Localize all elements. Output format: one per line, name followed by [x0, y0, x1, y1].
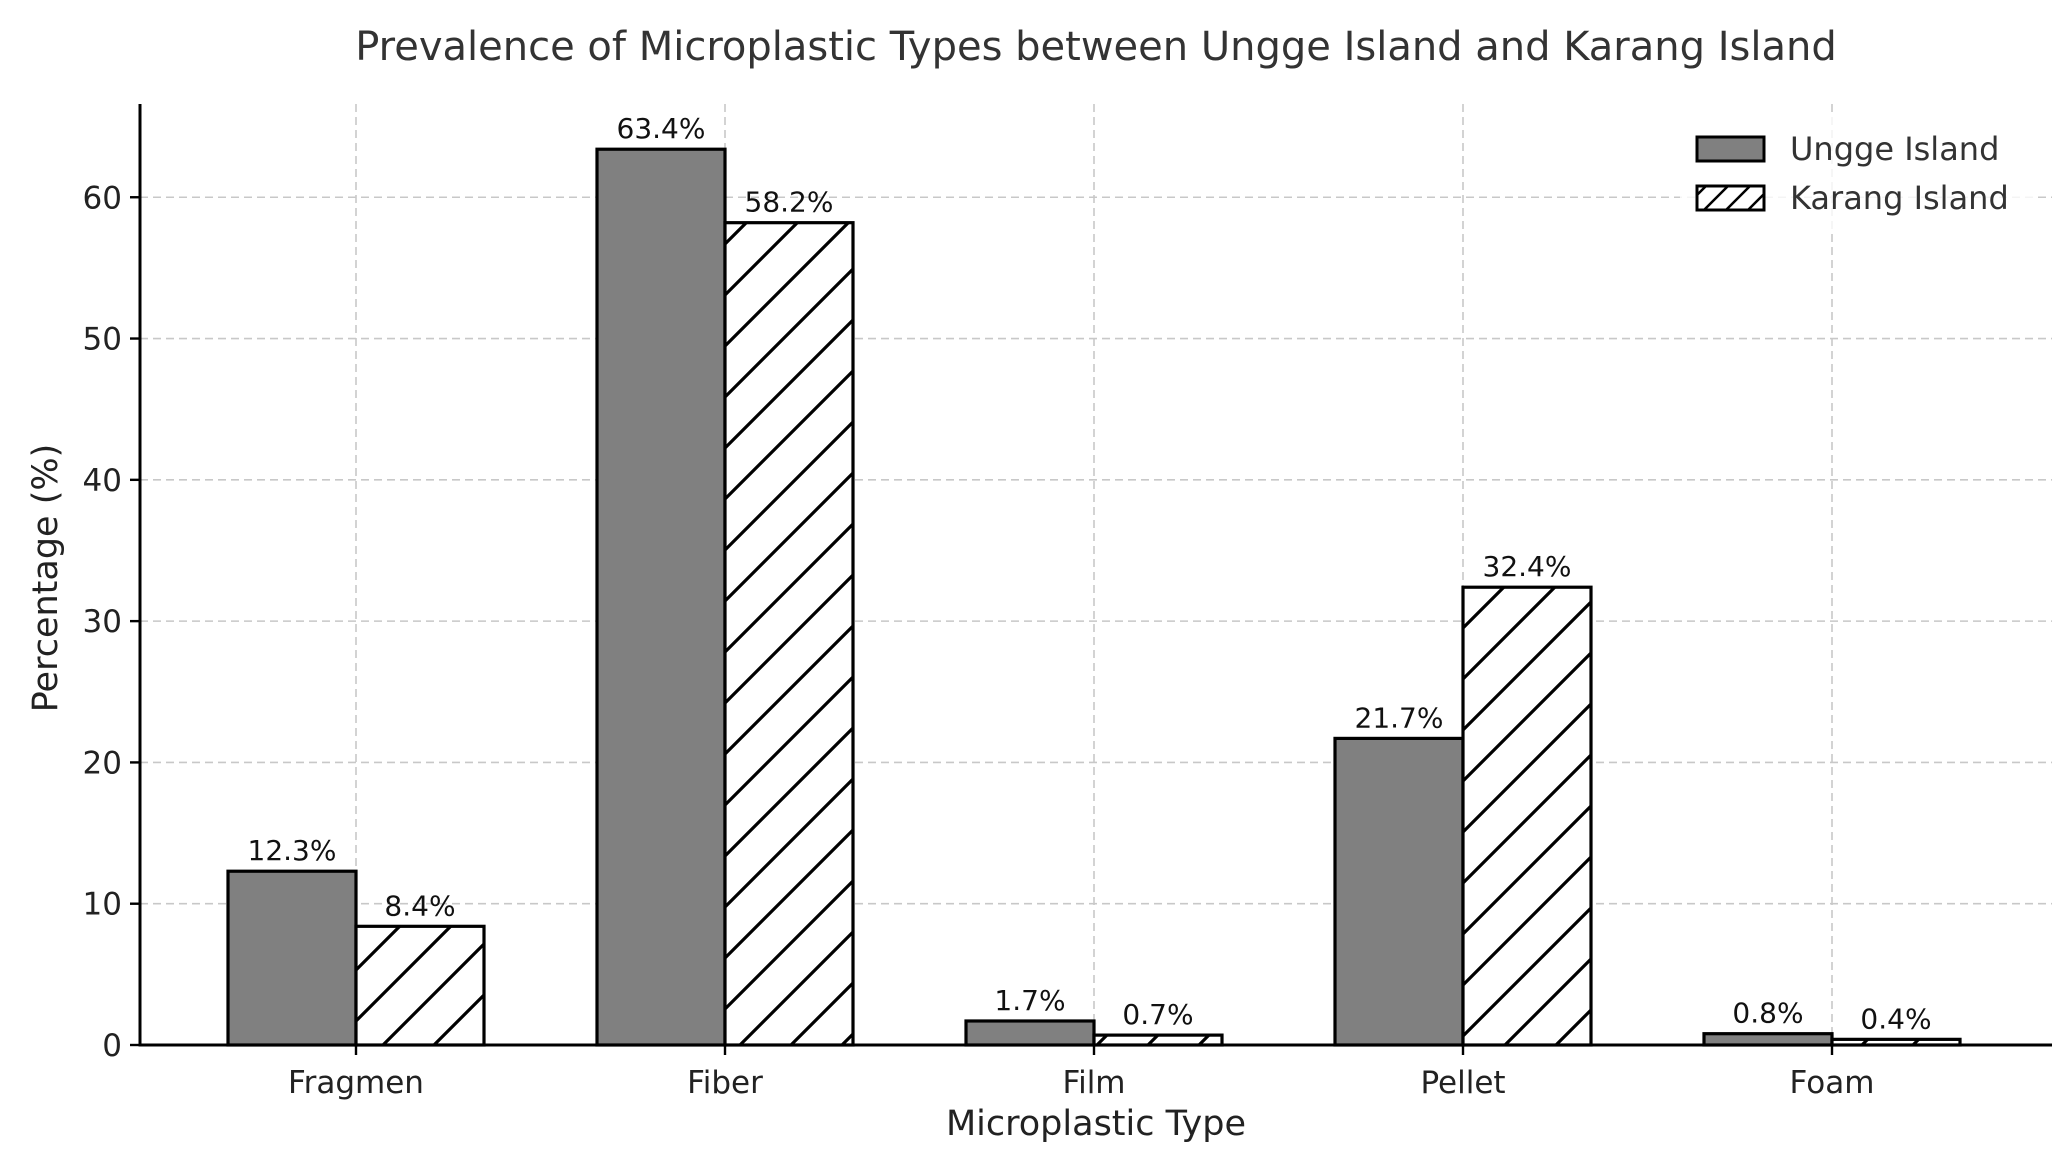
data-label: 0.4%: [1860, 1002, 1931, 1035]
y-tick-label: 0: [102, 1028, 122, 1064]
bar-karang-fiber: [723, 221, 855, 1047]
y-tick-label: 30: [83, 604, 122, 640]
bars: [226, 147, 1962, 1047]
data-label: 12.3%: [248, 834, 337, 867]
data-label: 21.7%: [1355, 701, 1444, 734]
axes: 0 10 20 30 40 50 60 Fragmen Fiber Film Pellet Foam: [83, 104, 2052, 1101]
data-label: 0.7%: [1122, 998, 1193, 1031]
data-labels: 12.3% 63.4% 1.7% 21.7% 0.8% 8.4% 58.2% 0.7% 32.4…: [248, 112, 1932, 1035]
y-axis-label: Percentage (%): [26, 444, 66, 713]
data-label: 58.2%: [745, 186, 834, 219]
x-tick-label: Fiber: [687, 1065, 763, 1101]
y-tick-label: 40: [83, 463, 122, 499]
y-tick-label: 10: [83, 887, 122, 923]
y-tick-label: 60: [83, 180, 122, 216]
bar-ungge-fragmen: [226, 869, 358, 1047]
data-label: 0.8%: [1732, 997, 1803, 1030]
x-tick-label: Foam: [1790, 1065, 1875, 1101]
bar-ungge-pellet: [1333, 736, 1465, 1047]
chart-title: Prevalence of Microplastic Types between…: [355, 24, 1836, 70]
bar-karang-fragmen: [354, 924, 486, 1047]
bar-karang-pellet: [1461, 585, 1593, 1047]
data-label: 32.4%: [1483, 550, 1572, 583]
y-tick-label: 20: [83, 745, 122, 781]
x-axis-label: Microplastic Type: [946, 1104, 1246, 1144]
legend-swatch-ungge: [1695, 135, 1766, 163]
legend-label-ungge: Ungge Island: [1790, 130, 1999, 168]
data-label: 8.4%: [384, 889, 455, 922]
x-tick-label: Fragmen: [288, 1065, 424, 1101]
x-tick-label: Film: [1063, 1065, 1126, 1101]
bar-ungge-foam: [1702, 1032, 1834, 1047]
data-label: 63.4%: [617, 112, 706, 145]
legend: Ungge Island Karang Island: [1680, 115, 2035, 230]
legend-label-karang: Karang Island: [1790, 179, 2009, 217]
x-tick-label: Pellet: [1420, 1065, 1505, 1101]
bar-ungge-film: [964, 1019, 1096, 1047]
legend-swatch-karang: [1695, 184, 1766, 212]
y-tick-label: 50: [83, 322, 122, 358]
bar-ungge-fiber: [595, 147, 727, 1047]
data-label: 1.7%: [994, 984, 1065, 1017]
